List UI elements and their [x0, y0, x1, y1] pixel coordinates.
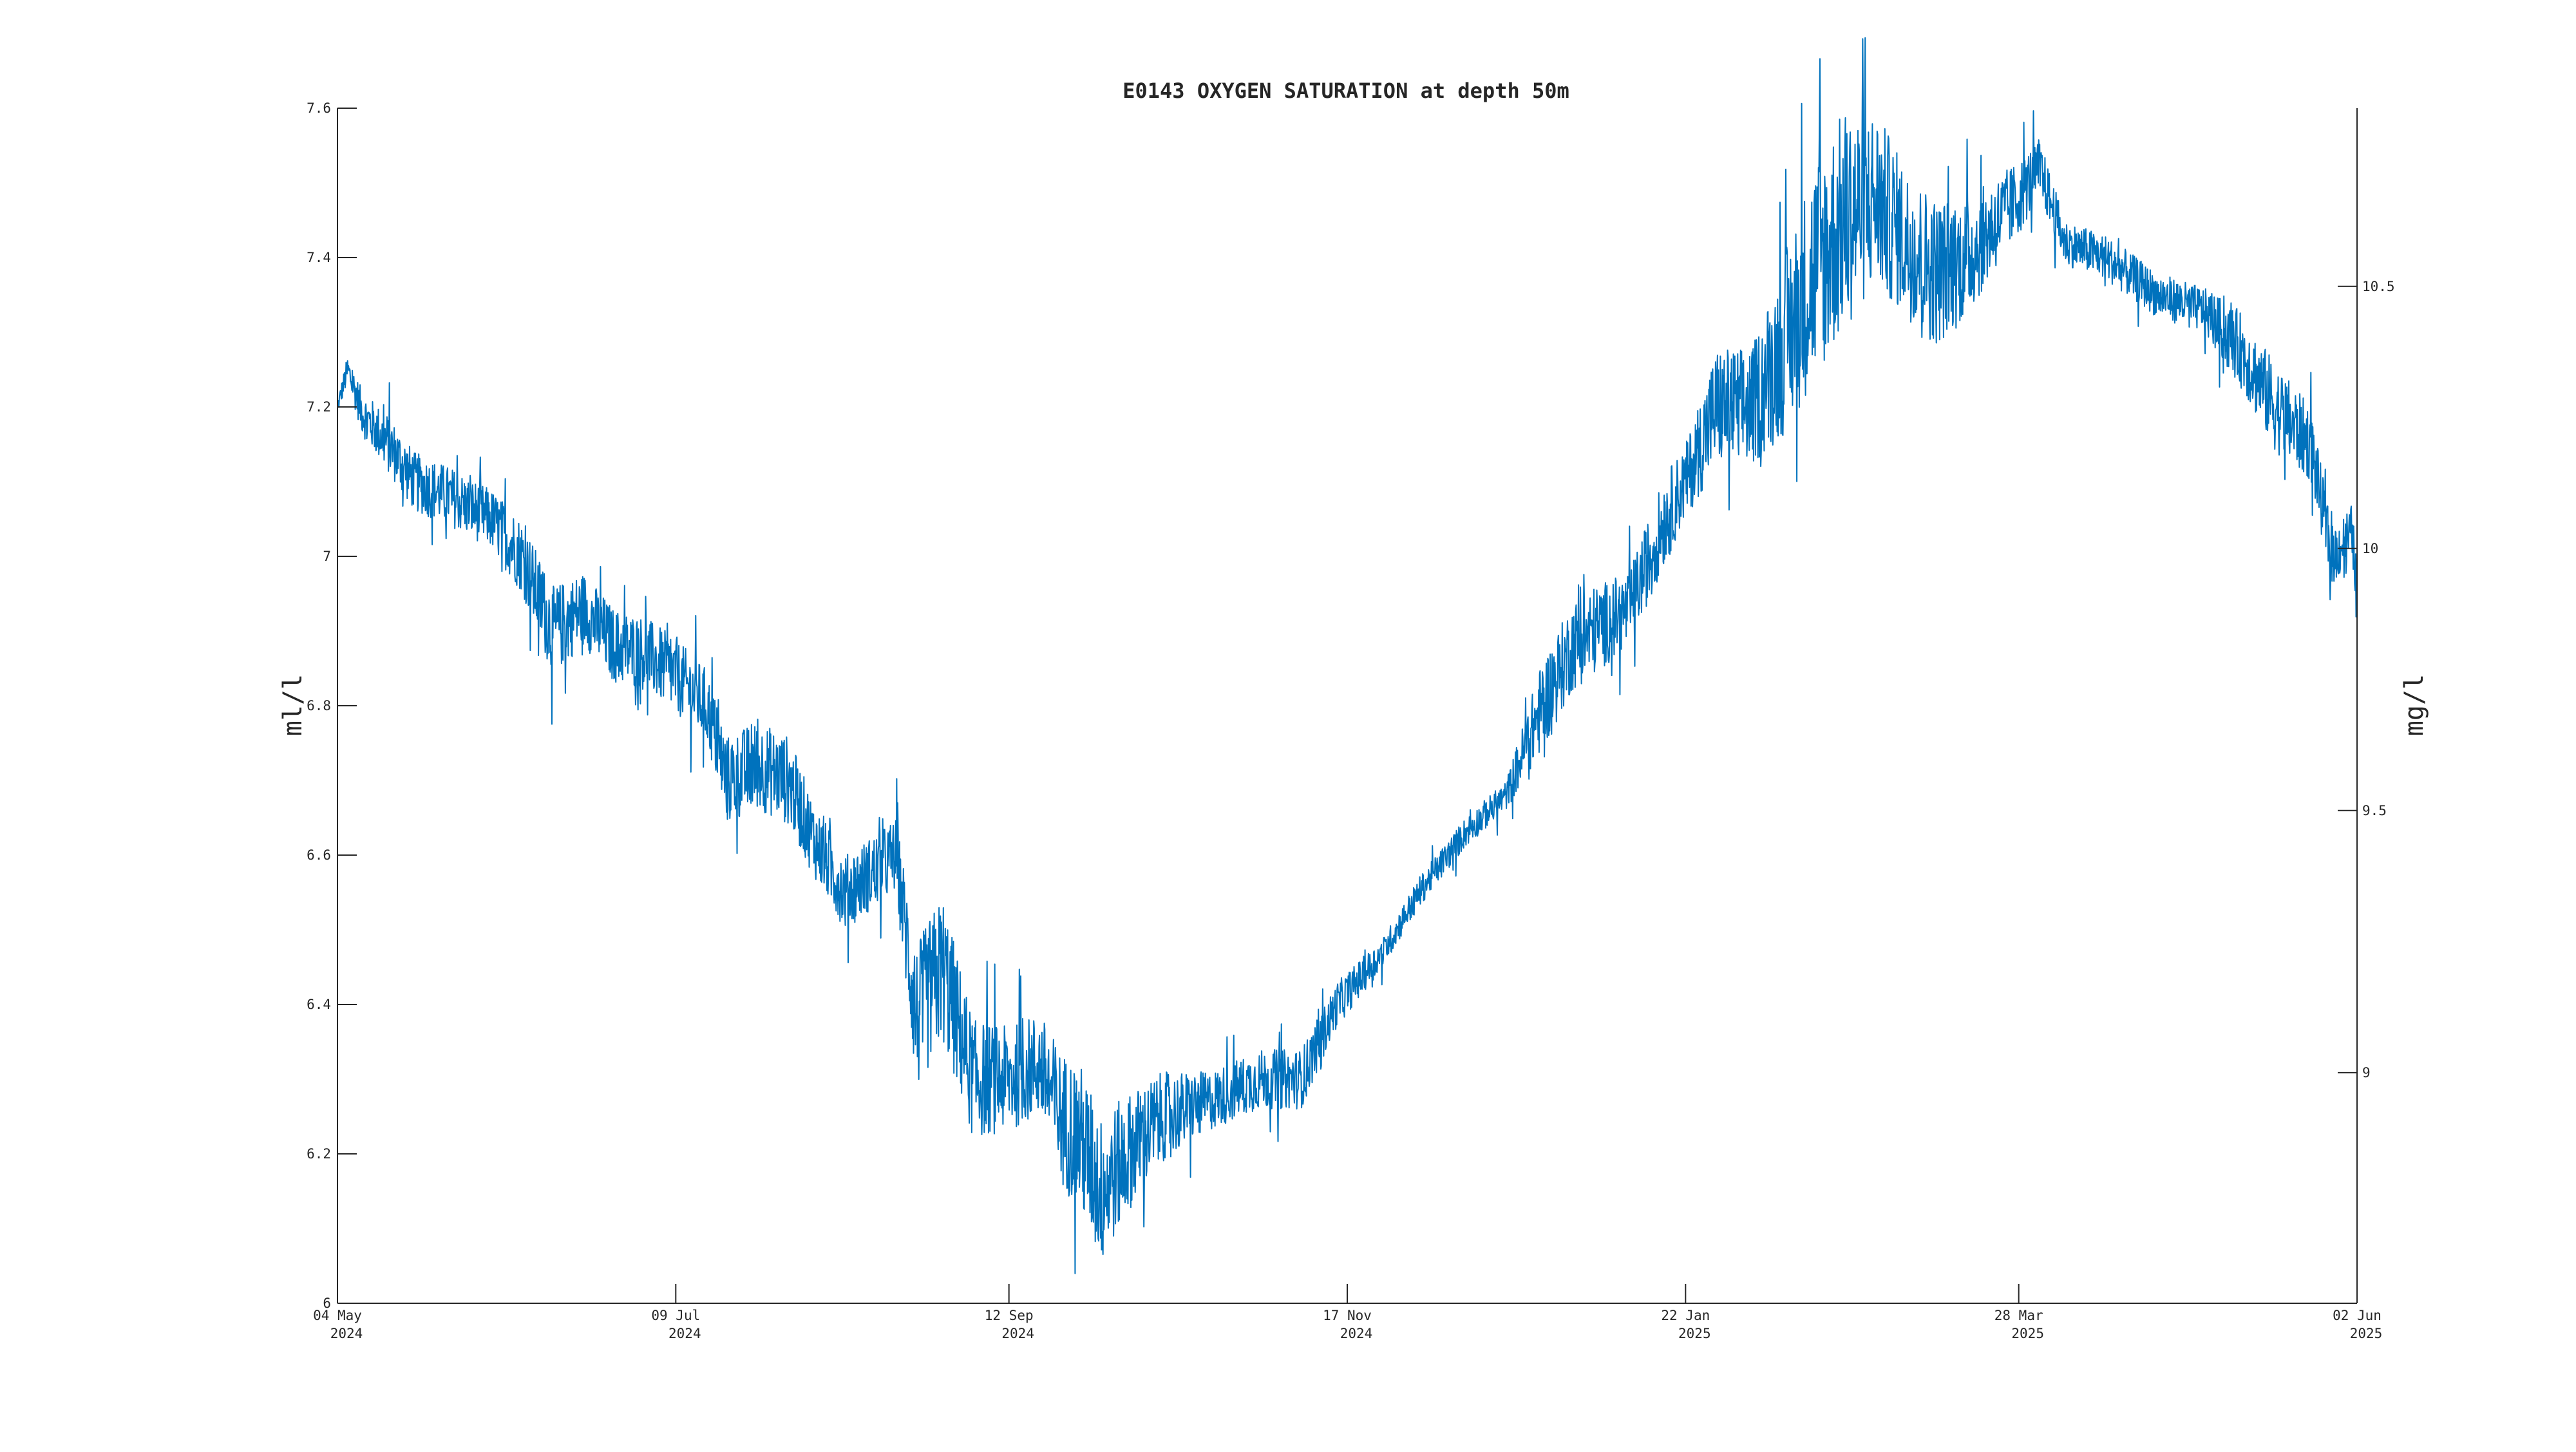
y-tick-label-left: 6.8 — [307, 698, 331, 713]
x-tick-label-year: 2024 — [668, 1326, 701, 1341]
y-tick-label-right: 10.5 — [2362, 279, 2395, 294]
y-tick-label-left: 7.4 — [307, 250, 331, 265]
x-tick-label: 12 Sep — [985, 1308, 1034, 1323]
x-tick-label-year: 2025 — [1678, 1326, 1711, 1341]
x-tick-label-year: 2024 — [1001, 1326, 1034, 1341]
chart-title: E0143 OXYGEN SATURATION at depth 50m — [1122, 79, 1569, 103]
x-tick-label-year: 2024 — [330, 1326, 363, 1341]
x-tick-label: 02 Jun — [2333, 1308, 2382, 1323]
y-axis-label-right: mg/l — [2400, 674, 2429, 736]
x-tick-label: 28 Mar — [1994, 1308, 2043, 1323]
x-tick-label-year: 2024 — [1340, 1326, 1373, 1341]
x-tick-label-year: 2025 — [2350, 1326, 2383, 1341]
x-tick-label: 17 Nov — [1323, 1308, 1372, 1323]
x-tick-label: 09 Jul — [651, 1308, 700, 1323]
y-tick-label-right: 9.5 — [2362, 803, 2387, 818]
y-tick-label-right: 9 — [2362, 1065, 2371, 1080]
y-tick-label-right: 10 — [2362, 541, 2378, 556]
y-tick-label-left: 7.2 — [307, 399, 331, 415]
x-tick-label: 04 May — [313, 1308, 362, 1323]
y-axis-label-left: ml/l — [278, 674, 308, 736]
y-tick-label-left: 6.6 — [307, 847, 331, 863]
x-tick-label-year: 2025 — [2011, 1326, 2044, 1341]
axes: 6 6.2 6.4 6.6 6.8 7 7.2 7.4 7.6 9 9.5 10 10.5 04 May 2… — [307, 100, 2395, 1341]
y-tick-label-left: 6 — [323, 1296, 331, 1311]
y-tick-label-left: 7.6 — [307, 100, 331, 116]
series-line — [337, 37, 2358, 1274]
x-tick-label: 22 Jan — [1661, 1308, 1710, 1323]
plot-area — [337, 37, 2358, 1274]
y-tick-label-left: 7 — [323, 549, 331, 564]
y-tick-label-left: 6.4 — [307, 997, 331, 1012]
y-tick-label-left: 6.2 — [307, 1146, 331, 1162]
